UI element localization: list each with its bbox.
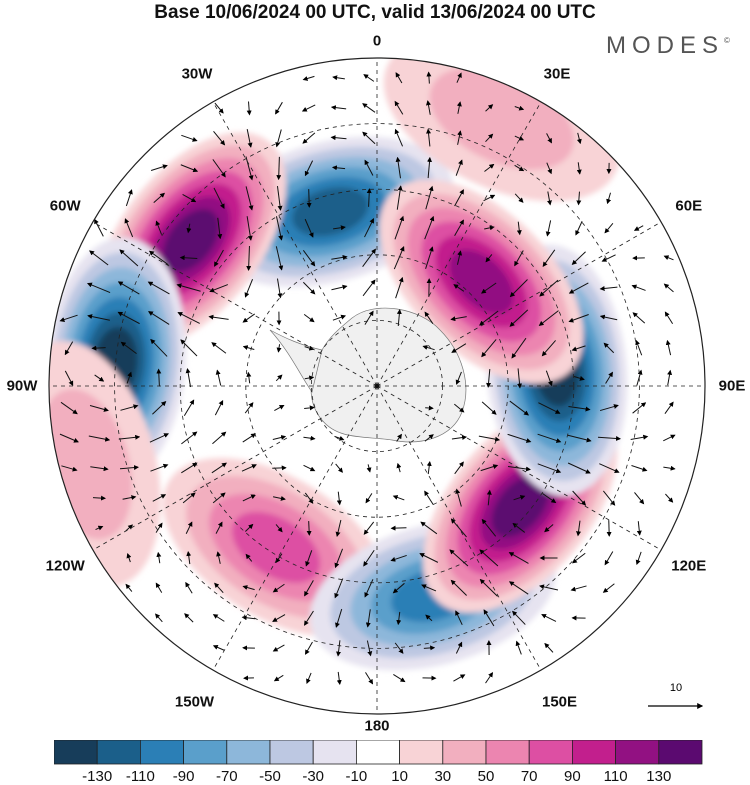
longitude-label: 30W: [182, 66, 213, 83]
longitude-label: 150E: [542, 694, 577, 711]
colorbar-tick-label: 90: [564, 768, 581, 785]
colorbar-tick-label: -30: [302, 768, 324, 785]
colorbar-tick-label: 70: [521, 768, 538, 785]
longitude-label: 90E: [719, 378, 746, 395]
colorbar-tick-label: -90: [173, 768, 195, 785]
colorbar-tick-label: 110: [604, 768, 628, 785]
colorbar-tick-label: -50: [259, 768, 281, 785]
wind-vector: [392, 528, 407, 529]
colorbar-swatch: [486, 740, 529, 764]
colorbar-swatch: [140, 740, 183, 764]
longitude-label: 60E: [675, 198, 702, 215]
longitude-label: 90W: [7, 378, 38, 395]
colorbar-tick-label: -70: [216, 768, 238, 785]
colorbar-tick-label: 30: [434, 768, 451, 785]
colorbar-swatch: [356, 740, 399, 764]
colorbar-swatch: [227, 740, 270, 764]
wind-vector: [309, 189, 310, 207]
colorbar-swatch: [54, 740, 97, 764]
colorbar-swatch: [616, 740, 659, 764]
wind-vector: [424, 648, 434, 649]
longitude-label: 120W: [46, 558, 85, 575]
colorbar-swatch: [184, 740, 227, 764]
longitude-label: 0: [373, 33, 381, 50]
wind-vector: [425, 408, 433, 409]
colorbar-swatch: [97, 740, 140, 764]
colorbar-swatch: [270, 740, 313, 764]
south-pole-marker: [375, 384, 380, 389]
longitude-label: 60W: [50, 198, 81, 215]
reference-vector-label: 10: [648, 682, 704, 694]
longitude-label: 120E: [671, 558, 706, 575]
colorbar-tick-label: 130: [646, 768, 671, 785]
colorbar-tick-label: 50: [478, 768, 495, 785]
wind-vector: [309, 521, 310, 535]
colorbar-swatch: [572, 740, 615, 764]
colorbar-swatch: [659, 740, 702, 764]
colorbar-swatch: [529, 740, 572, 764]
longitude-label: 30E: [544, 66, 571, 83]
colorbar-swatch: [400, 740, 443, 764]
longitude-label: 150W: [175, 694, 214, 711]
colorbar-swatch: [313, 740, 356, 764]
colorbar-tick-label: -110: [126, 768, 155, 785]
colorbar-swatch: [443, 740, 486, 764]
colorbar: [54, 740, 704, 766]
colorbar-tick-label: -10: [346, 768, 368, 785]
longitude-label: 180: [364, 718, 389, 735]
reference-arrow-icon: [648, 696, 706, 726]
colorbar-tick-label: -130: [82, 768, 112, 785]
wind-vector: [93, 498, 105, 499]
colorbar-tick-label: 10: [391, 768, 408, 785]
